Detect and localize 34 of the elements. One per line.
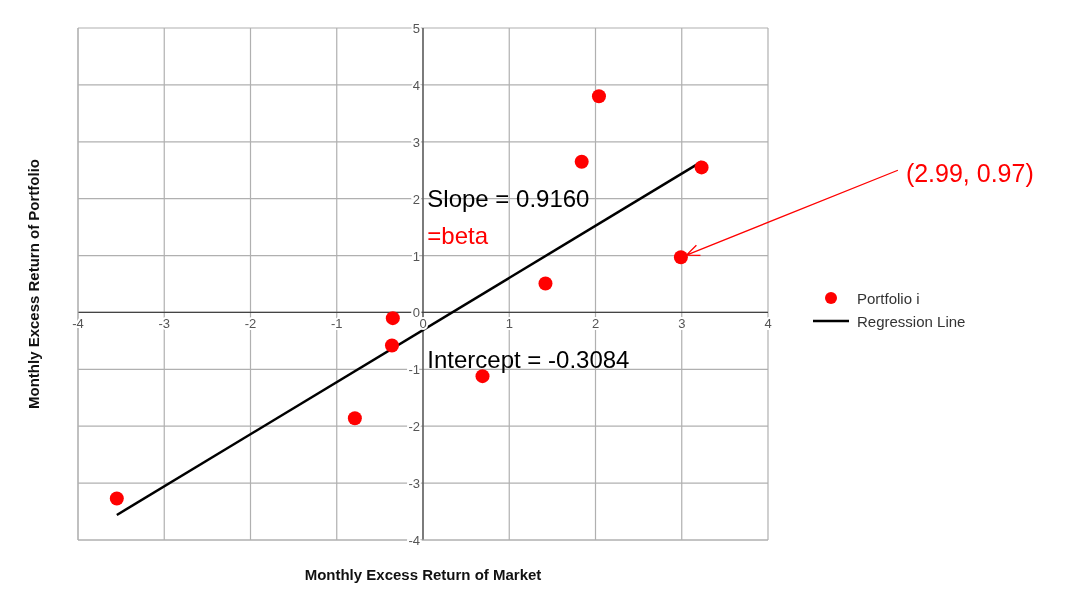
legend-label: Portfolio i [857, 289, 920, 307]
y-axis-title: Monthly Excess Return of Portfolio [25, 158, 43, 410]
x-tick-label: -2 [244, 316, 257, 332]
y-tick-label: 3 [412, 134, 420, 150]
point [109, 491, 124, 506]
y-tick-label: -4 [408, 533, 420, 548]
point [385, 311, 400, 326]
point [591, 89, 606, 104]
x-tick-label: 4 [764, 316, 772, 332]
point [574, 154, 589, 169]
point [384, 338, 399, 353]
annotation: (2.99, 0.97) [905, 159, 1034, 188]
point [538, 276, 553, 291]
x-tick-label: -4 [72, 316, 84, 332]
x-tick-label: 3 [678, 316, 686, 332]
x-tick-label: 2 [591, 316, 600, 332]
point [673, 250, 688, 265]
y-tick-label: 4 [412, 77, 420, 93]
x-axis-title: Monthly Excess Return of Market [304, 566, 542, 583]
point [347, 411, 362, 426]
point [694, 160, 709, 175]
y-tick-label: 2 [412, 191, 420, 207]
x-tick-label: -3 [158, 316, 171, 332]
annotation: =beta [427, 222, 489, 250]
y-tick-label: 1 [412, 248, 420, 264]
y-tick-label: -3 [408, 476, 420, 492]
x-tick-label: 1 [505, 316, 513, 332]
legend-label: Regression Line [857, 312, 966, 330]
y-tick-label: 5 [412, 21, 420, 36]
y-tick-label: -2 [408, 419, 420, 435]
x-tick-label: -1 [330, 316, 343, 332]
annotation: Intercept = -0.3084 [427, 346, 630, 374]
annotation: Slope = 0.9160 [427, 185, 590, 213]
y-tick-label: -1 [408, 362, 420, 378]
